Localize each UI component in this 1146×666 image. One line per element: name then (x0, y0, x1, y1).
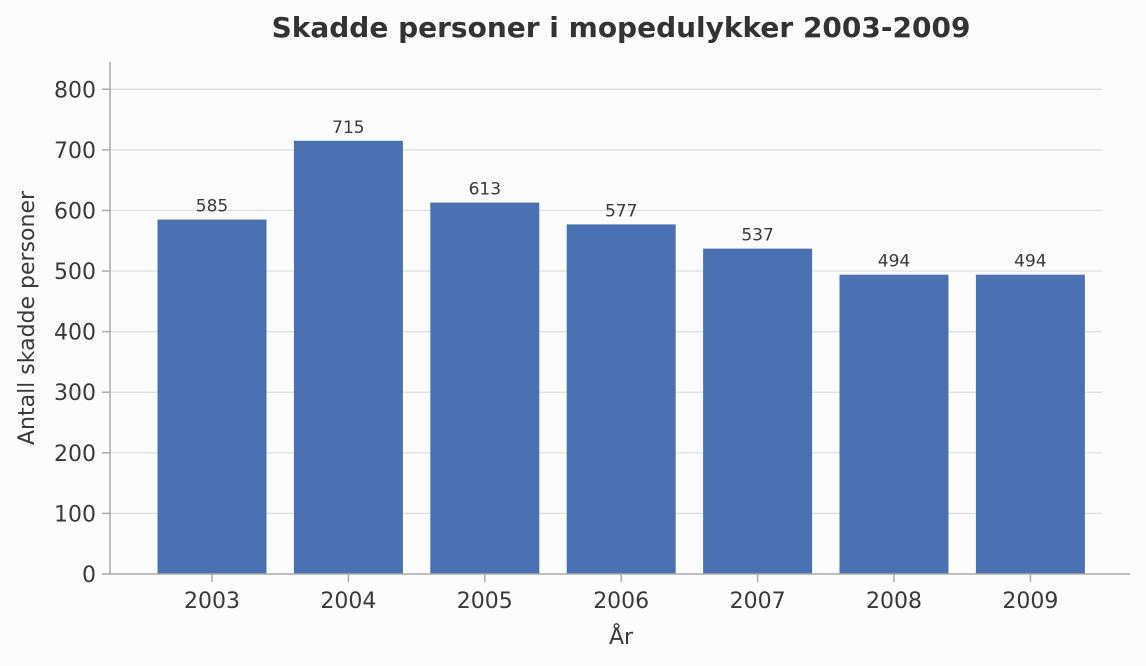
bar-value-label: 585 (196, 197, 228, 217)
data-labels: 585 715 613 577 537 494 494 (196, 118, 1047, 272)
bar-value-label: 613 (469, 180, 501, 200)
bar-2005 (430, 202, 540, 574)
x-tick-label: 2007 (730, 589, 786, 614)
x-tick-label: 2009 (1002, 589, 1058, 614)
bar-value-label: 494 (1014, 252, 1046, 272)
x-tick-label: 2004 (320, 589, 376, 614)
bar-2004 (293, 140, 403, 574)
x-axis-label: År (609, 623, 634, 650)
y-tick-label: 500 (54, 260, 96, 285)
x-tick-label: 2006 (593, 589, 649, 614)
x-tick-label: 2005 (457, 589, 513, 614)
bar-value-label: 715 (332, 118, 364, 138)
y-tick-label: 0 (82, 563, 96, 588)
bar-2008 (839, 274, 949, 574)
y-tick-label: 200 (54, 442, 96, 467)
bar-value-label: 494 (878, 252, 910, 272)
bar-value-label: 537 (741, 226, 773, 246)
axes: 0 100 200 300 400 500 600 700 800 2003 2004 2005 200… (54, 62, 1130, 614)
y-tick-label: 700 (54, 139, 96, 164)
x-tick-label: 2008 (866, 589, 922, 614)
bar-2009 (975, 274, 1085, 574)
y-tick-label: 300 (54, 381, 96, 406)
y-tick-label: 600 (54, 199, 96, 224)
y-tick-label: 400 (54, 321, 96, 346)
x-tick-label: 2003 (184, 589, 240, 614)
bar-value-label: 577 (605, 201, 637, 221)
chart-title: Skadde personer i mopedulykker 2003-2009 (272, 11, 971, 44)
bar-2003 (157, 219, 267, 575)
bar-2007 (703, 248, 813, 574)
y-axis-label: Antall skadde personer (15, 190, 40, 445)
y-tick-label: 100 (54, 502, 96, 527)
bars (157, 140, 1085, 575)
bar-2006 (566, 224, 676, 574)
y-tick-label: 800 (54, 78, 96, 103)
